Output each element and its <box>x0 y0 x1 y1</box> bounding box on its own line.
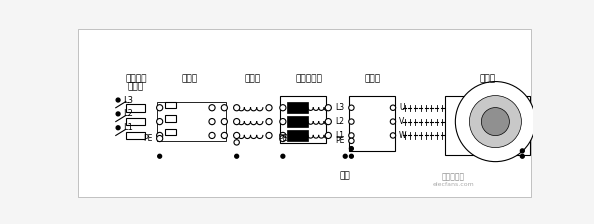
Text: V: V <box>399 117 405 126</box>
Circle shape <box>390 133 396 138</box>
Circle shape <box>390 119 396 124</box>
Circle shape <box>469 96 522 148</box>
Text: 电动机: 电动机 <box>479 75 496 84</box>
Circle shape <box>157 136 163 142</box>
Bar <box>126 104 145 112</box>
Circle shape <box>456 82 535 162</box>
Circle shape <box>233 118 240 125</box>
Bar <box>126 132 145 139</box>
Circle shape <box>481 108 510 136</box>
Circle shape <box>221 105 228 111</box>
Text: L3: L3 <box>336 103 345 112</box>
Bar <box>165 101 176 108</box>
Circle shape <box>158 154 162 158</box>
Text: 进线电抗器: 进线电抗器 <box>296 75 323 84</box>
Circle shape <box>157 105 163 111</box>
Circle shape <box>157 132 163 138</box>
Text: L3: L3 <box>124 95 134 105</box>
Circle shape <box>266 105 272 111</box>
Text: PE: PE <box>335 136 345 145</box>
Text: L2: L2 <box>124 109 133 118</box>
Circle shape <box>116 112 120 116</box>
Bar <box>287 130 308 141</box>
Circle shape <box>266 132 272 138</box>
Circle shape <box>233 132 240 138</box>
Circle shape <box>280 105 286 111</box>
Circle shape <box>233 105 240 111</box>
Bar <box>165 115 176 122</box>
Text: L2: L2 <box>336 117 345 126</box>
Circle shape <box>209 118 215 125</box>
Circle shape <box>390 105 396 110</box>
Bar <box>287 102 308 113</box>
Circle shape <box>209 105 215 111</box>
Circle shape <box>326 118 331 125</box>
Circle shape <box>326 132 331 138</box>
Circle shape <box>280 118 286 125</box>
Text: 接触器: 接触器 <box>182 75 198 84</box>
Bar <box>126 118 145 125</box>
Text: U: U <box>399 103 405 112</box>
Bar <box>165 129 176 136</box>
Bar <box>157 102 226 141</box>
Text: elecfans.com: elecfans.com <box>432 182 474 187</box>
Text: 电子发烧友: 电子发烧友 <box>441 172 465 181</box>
Circle shape <box>520 154 525 158</box>
Bar <box>287 116 308 127</box>
Circle shape <box>343 154 347 158</box>
Circle shape <box>349 133 354 138</box>
Bar <box>280 96 326 143</box>
Bar <box>349 96 395 151</box>
Circle shape <box>221 118 228 125</box>
Text: 熔断器: 熔断器 <box>128 82 144 91</box>
Circle shape <box>221 132 228 138</box>
Bar <box>446 96 530 155</box>
Circle shape <box>520 149 525 153</box>
Circle shape <box>349 154 353 158</box>
Circle shape <box>116 98 120 102</box>
Circle shape <box>349 138 354 144</box>
Circle shape <box>209 132 215 138</box>
Circle shape <box>349 105 354 110</box>
Circle shape <box>280 132 286 138</box>
Circle shape <box>281 154 285 158</box>
Text: 隔离开关: 隔离开关 <box>125 75 147 84</box>
Text: L1: L1 <box>336 131 345 140</box>
Text: L1: L1 <box>124 123 133 132</box>
Circle shape <box>235 154 239 158</box>
Circle shape <box>349 147 353 151</box>
Circle shape <box>280 136 286 142</box>
Text: 接地: 接地 <box>340 171 350 180</box>
Text: PE: PE <box>143 134 153 143</box>
Circle shape <box>326 105 331 111</box>
Text: W: W <box>399 131 407 140</box>
Circle shape <box>157 118 163 125</box>
Circle shape <box>234 140 239 145</box>
Circle shape <box>116 126 120 130</box>
Text: PE: PE <box>278 134 287 143</box>
Circle shape <box>349 119 354 124</box>
Text: 滤波器: 滤波器 <box>245 75 261 84</box>
Text: 变频器: 变频器 <box>364 75 380 84</box>
Circle shape <box>266 118 272 125</box>
